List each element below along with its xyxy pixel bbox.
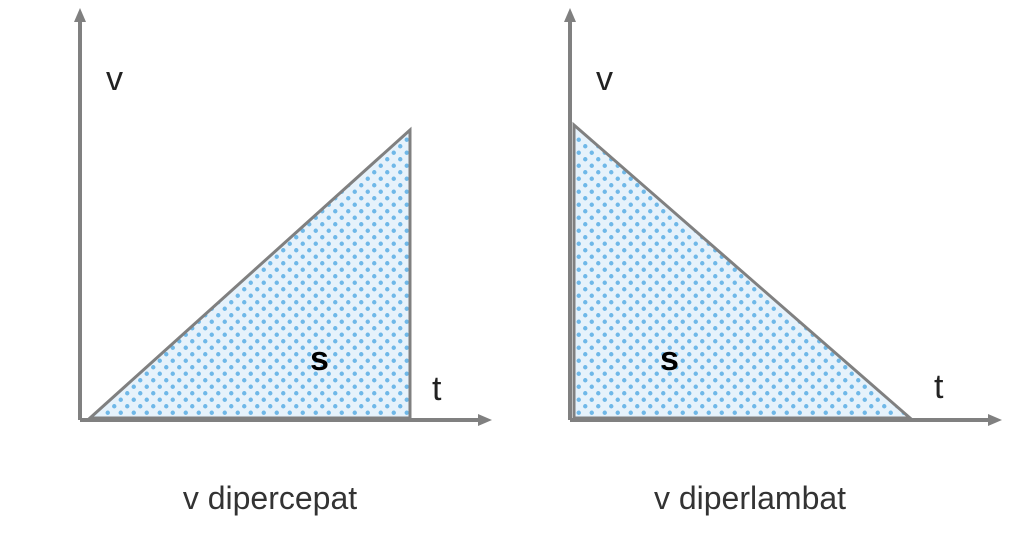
panel-accelerated: v t s: [20, 0, 520, 470]
x-axis-label: t: [432, 370, 442, 408]
y-axis-label: v: [106, 60, 123, 98]
area-triangle: [90, 130, 410, 418]
panel-decelerated: v t s: [530, 0, 1020, 470]
caption-accelerated: v dipercepat: [120, 480, 420, 517]
area-triangle: [574, 125, 910, 418]
vt-graph-accelerated: v t s: [20, 0, 520, 470]
caption-decelerated: v diperlambat: [580, 480, 920, 517]
x-axis-label: t: [934, 368, 944, 406]
y-axis-label: v: [596, 60, 613, 98]
figure-canvas: v t s v t s v dipercepat: [0, 0, 1024, 544]
area-label: s: [660, 340, 679, 378]
vt-graph-decelerated: v t s: [530, 0, 1020, 470]
area-label: s: [310, 340, 329, 378]
